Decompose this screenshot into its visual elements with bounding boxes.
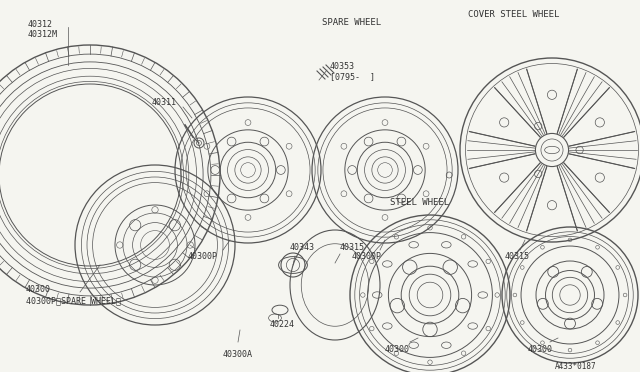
Text: 40353: 40353	[330, 62, 355, 71]
Text: [0795-  ]: [0795- ]	[330, 72, 375, 81]
Text: 40300: 40300	[26, 285, 51, 294]
Text: 40300P〈SPARE WHEEL〉: 40300P〈SPARE WHEEL〉	[26, 296, 121, 305]
Text: STEEL WHEEL: STEEL WHEEL	[390, 198, 449, 207]
Text: 40224: 40224	[270, 320, 295, 329]
Text: 40300: 40300	[527, 345, 552, 354]
Text: 40343: 40343	[290, 243, 315, 252]
Text: 40312: 40312	[28, 20, 53, 29]
Text: SPARE WHEEL: SPARE WHEEL	[322, 18, 381, 27]
Text: 40300A: 40300A	[223, 350, 253, 359]
Text: 40300P: 40300P	[188, 252, 218, 261]
Text: 40311: 40311	[152, 98, 177, 107]
Text: 40315: 40315	[340, 243, 365, 252]
Text: 40300P: 40300P	[352, 252, 382, 261]
Text: 40312M: 40312M	[28, 30, 58, 39]
Text: 40315: 40315	[505, 252, 530, 261]
Text: COVER STEEL WHEEL: COVER STEEL WHEEL	[468, 10, 559, 19]
Text: A433*0187: A433*0187	[555, 362, 596, 371]
Text: 40300: 40300	[385, 345, 410, 354]
